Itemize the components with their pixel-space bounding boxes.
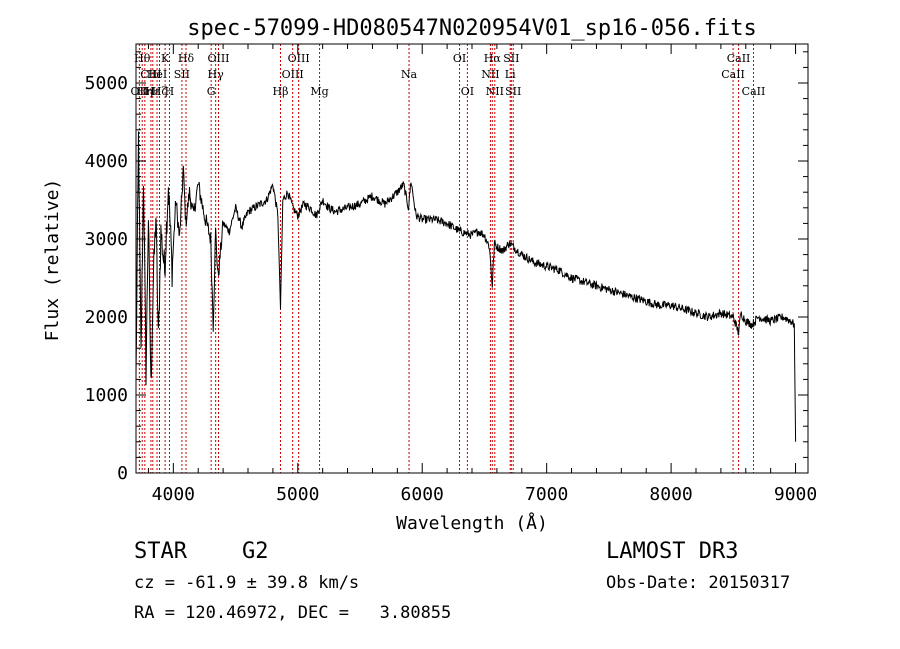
object-class: STAR (134, 539, 187, 564)
spectral-line-label: OIII (288, 52, 310, 65)
spectral-line-label: Na (401, 68, 418, 81)
spectral-line-label: Hζ (152, 85, 168, 98)
spectral-line-label: Hη (137, 85, 153, 98)
coordinates: RA = 120.46972, DEC = 3.80855 (134, 603, 452, 623)
y-tick-label: 3000 (85, 229, 128, 250)
spectral-line-label: H (165, 85, 175, 98)
chart-title: spec-57099-HD080547N020954V01_sp16-056.f… (187, 16, 757, 41)
spectral-line-label: Li (505, 68, 516, 81)
spectral-line-label: CaII (727, 52, 751, 65)
spectral-line-label: Hβ (273, 85, 289, 98)
spectral-line-label: Hδ (178, 52, 195, 65)
redshift-readout: cz = -61.9 ± 39.8 km/s (134, 573, 360, 593)
x-axis-label: Wavelength (Å) (396, 512, 548, 534)
spectral-line-label: Hε (145, 85, 161, 98)
spectral-line-label: Hα (484, 52, 502, 65)
obs-date: Obs-Date: 20150317 (606, 573, 791, 593)
spectral-line-label: K (161, 52, 170, 65)
spectral-line-label: SII (503, 52, 519, 65)
survey-name: LAMOST DR3 (606, 539, 739, 564)
spectral-line-label: G (207, 85, 216, 98)
spectral-line-label: OII (131, 85, 149, 98)
spectral-line-label: CaII (721, 68, 745, 81)
y-tick-label: 5000 (85, 73, 128, 94)
x-tick-label: 6000 (401, 484, 444, 505)
spectral-line-label: CaII (742, 85, 766, 98)
y-tick-label: 4000 (85, 151, 128, 172)
spectral-line-label: OIII (207, 52, 229, 65)
spectral-line-label: HeI (147, 68, 167, 81)
spectral-line-label: OI (453, 52, 466, 65)
x-tick-label: 5000 (276, 484, 319, 505)
x-tick-label: 9000 (774, 484, 817, 505)
spectral-line-label: Mg (310, 85, 328, 98)
flux-series-line (135, 131, 797, 442)
plot-frame (135, 43, 809, 474)
subclass: G2 (242, 539, 269, 564)
x-tick-label: 7000 (525, 484, 568, 505)
y-axis-ticks: 0 1000 2000 3000 4000 5000 (85, 51, 808, 484)
spectral-line-label: OIII (282, 68, 304, 81)
spectral-line-label: Hγ (208, 68, 225, 81)
spectral-line-label: SII (505, 85, 521, 98)
spectral-line-label: CIII (140, 68, 161, 81)
y-tick-label: 0 (117, 463, 128, 484)
spectral-line-label: Hθ (134, 52, 151, 65)
spectral-line-label: NII (481, 68, 499, 81)
spectral-line-label: SII (174, 68, 190, 81)
spectral-line-labels: OII Hθ Hη CIII Hε HeI Hζ K H SII Hδ G Hγ OIII Hβ OIII OI… (131, 52, 766, 98)
x-tick-label: 4000 (152, 484, 195, 505)
y-tick-label: 1000 (85, 385, 128, 406)
y-tick-label: 2000 (85, 307, 128, 328)
spectral-line-markers (138, 44, 754, 473)
x-axis-ticks: 4000 5000 6000 7000 8000 9000 (147, 44, 817, 505)
x-tick-label: 8000 (649, 484, 692, 505)
spectral-line-label: OI (461, 85, 474, 98)
spectral-line-label: NII (486, 85, 504, 98)
y-axis-label: Flux (relative) (42, 179, 63, 342)
